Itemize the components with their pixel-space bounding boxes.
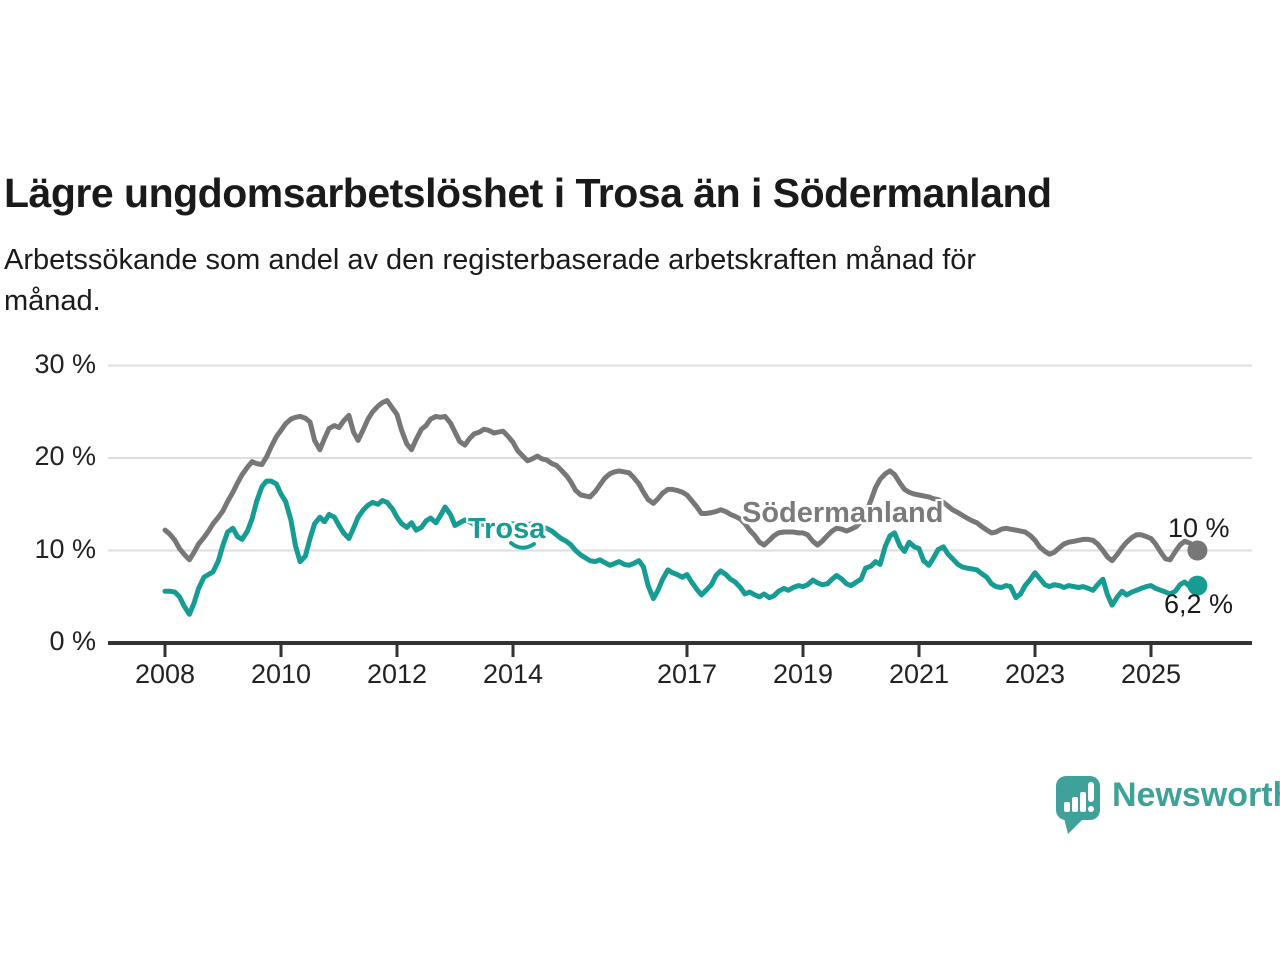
end-value-label-sodermanland: 10 % (1168, 513, 1230, 543)
y-axis-label: 10 % (34, 533, 96, 564)
x-axis-label: 2008 (134, 659, 196, 689)
logo-exclamation-stem (1088, 782, 1094, 802)
logo-exclamation-dot (1088, 806, 1094, 812)
newsworthy-logo-icon (1056, 776, 1100, 834)
y-axis-label: 20 % (34, 441, 96, 471)
series-line-sdermanland (162, 398, 1200, 564)
logo-bar-1 (1064, 802, 1070, 812)
end-dot-trosa (1187, 575, 1208, 596)
y-axis-label: 30 % (34, 348, 96, 379)
series-line-trosa (162, 478, 1200, 617)
logo-bar-3 (1080, 792, 1086, 812)
chart-subtitle-line-1: Arbetssökande som andel av den registerb… (4, 244, 977, 276)
chart-subtitle-line-2: månad. (4, 285, 101, 317)
newsworthy-logo-text: Newsworthy (1112, 776, 1280, 814)
y-axis-label: 0 % (49, 626, 96, 656)
end-value-label-trosa: 6,2 % (1164, 589, 1234, 619)
logo-bar-2 (1072, 797, 1078, 812)
x-axis-label: 2012 (366, 659, 428, 689)
x-axis-label: 2023 (1004, 659, 1066, 689)
x-axis-label: 2017 (656, 659, 718, 689)
series-label-trosa: Trosa (468, 513, 546, 545)
chart-title: Lägre ungdomsarbetslöshet i Trosa än i S… (4, 170, 1052, 217)
series-label-sodermanland: Södermanland (742, 497, 944, 529)
x-axis-label: 2019 (772, 659, 834, 689)
chart-subtitle: Arbetssökande som andel av den registerb… (4, 240, 976, 322)
end-dot-sdermanland (1187, 540, 1208, 561)
x-axis-label: 2014 (482, 659, 544, 689)
trosa-label-caret (509, 541, 536, 550)
logo-bubble-tail (1064, 818, 1084, 834)
x-axis-label: 2021 (888, 659, 950, 689)
x-axis-label: 2025 (1120, 659, 1182, 689)
x-axis-label: 2010 (250, 659, 312, 689)
